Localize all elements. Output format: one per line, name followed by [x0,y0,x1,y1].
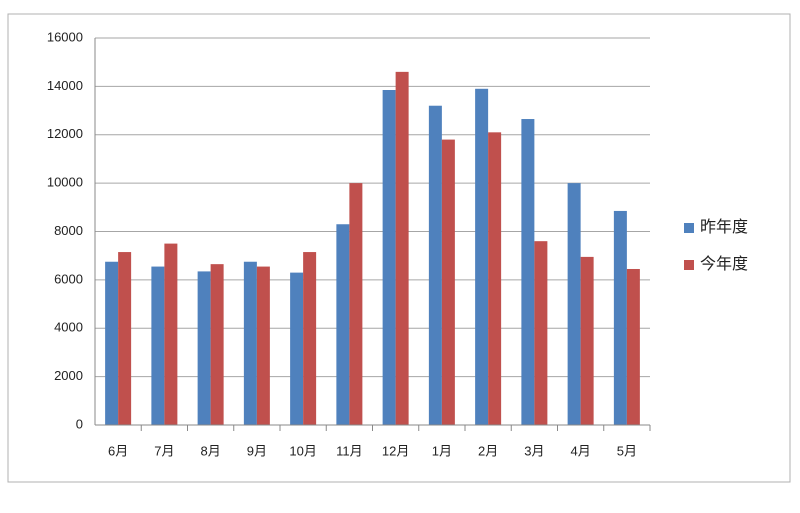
bar [488,132,502,426]
x-tick-label: 2月 [478,443,498,458]
x-tick-label: 3月 [524,443,544,458]
x-tick-label: 9月 [247,443,267,458]
y-tick-label: 14000 [47,78,83,93]
legend-label: 今年度 [700,255,748,273]
bar [256,266,270,425]
bar [303,252,317,425]
legend-swatch [684,223,694,233]
bar [395,71,409,426]
bar [521,119,535,425]
bar [441,139,455,425]
bar [105,261,119,425]
x-tick-label: 12月 [382,443,409,458]
y-tick-label: 0 [76,416,83,431]
bar [164,243,178,425]
bar [428,105,442,425]
bar [534,241,548,425]
bar [475,88,489,425]
bar [626,268,640,425]
x-tick-label: 8月 [201,443,221,458]
x-tick-label: 1月 [432,443,452,458]
y-tick-label: 8000 [54,223,83,238]
y-tick-label: 16000 [47,29,83,44]
y-tick-label: 10000 [47,175,83,190]
legend-label: 昨年度 [700,218,748,236]
y-tick-label: 6000 [54,271,83,286]
bar [613,210,627,425]
bar [151,266,165,425]
x-tick-label: 7月 [154,443,174,458]
bar [290,272,304,425]
bar [336,224,350,425]
bar [197,271,211,425]
legend-swatch [684,260,694,270]
x-tick-label: 6月 [108,443,128,458]
bar [580,256,594,425]
bar [382,90,396,426]
y-tick-label: 4000 [54,320,83,335]
bar [349,183,363,425]
bar [210,264,224,425]
x-tick-label: 11月 [336,443,363,458]
y-tick-label: 12000 [47,126,83,141]
bar [567,183,581,425]
x-tick-label: 4月 [571,443,591,458]
x-tick-label: 10月 [289,443,316,458]
x-tick-label: 5月 [617,443,637,458]
y-tick-label: 2000 [54,368,83,383]
bar [243,261,257,425]
bar [118,252,132,425]
